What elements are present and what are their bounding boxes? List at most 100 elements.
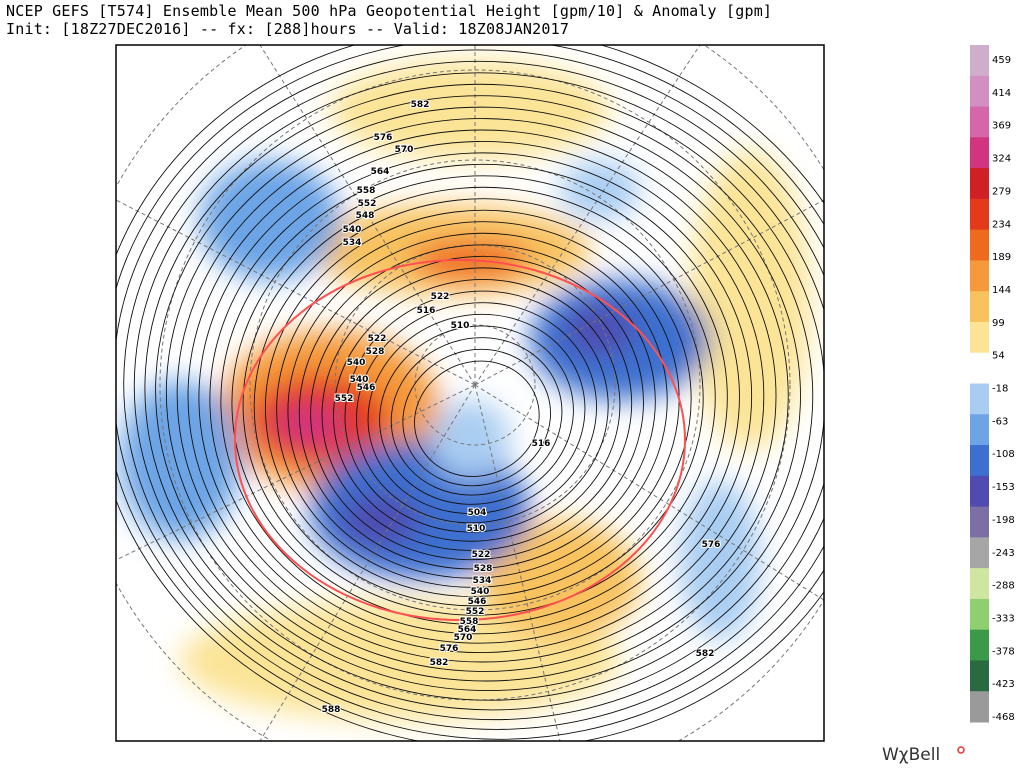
contour-label: 522: [472, 550, 491, 560]
colorbar-swatch: [970, 75, 989, 108]
colorbar-label: 144: [992, 285, 1011, 296]
contour-line: [276, 221, 680, 588]
colorbar-label: -288: [992, 581, 1015, 592]
contour-label: 552: [358, 199, 377, 209]
colorbar-swatch: [970, 168, 989, 200]
colorbar-label: -423: [992, 679, 1015, 690]
colorbar-swatch: [970, 137, 989, 169]
contour-line: [144, 83, 824, 701]
colorbar-label: -63: [992, 416, 1008, 427]
contour-line: [155, 95, 814, 692]
contour-label: 558: [460, 617, 479, 627]
map-subtitle: Init: [18Z27DEC2016] -- fx: [288]hours -…: [6, 20, 570, 38]
contour-line: [165, 106, 801, 682]
contour-label: 582: [696, 649, 715, 659]
contour-label: 548: [356, 211, 375, 221]
colorbar-swatch: [970, 352, 989, 384]
colorbar-swatch: [970, 629, 989, 661]
colorbar-label: -333: [992, 613, 1015, 624]
contour-line: [298, 244, 656, 570]
contour-label: 588: [322, 705, 341, 715]
contour-line: [264, 209, 692, 598]
height-contours: [116, 45, 824, 741]
contour-line: [287, 232, 668, 579]
colorbar-swatch: [970, 321, 989, 354]
colorbar-label: -198: [992, 515, 1015, 526]
colorbar-label: 99: [992, 318, 1005, 329]
contour-label: 540: [350, 375, 369, 385]
contour-line: [367, 313, 586, 515]
colorbar-label: -243: [992, 548, 1015, 559]
contour-label: 540: [471, 587, 490, 597]
colorbar-label: 189: [992, 252, 1011, 263]
contour-label: 522: [431, 292, 450, 302]
contour-label: 570: [395, 145, 414, 155]
contour-label: 534: [473, 576, 492, 586]
contour-label: 546: [357, 383, 376, 393]
colorbar-swatch: [970, 414, 989, 446]
contour-labels: 5825765705645585525485405345225165105225…: [321, 99, 722, 716]
contour-line: [333, 279, 621, 542]
contour-label: 534: [343, 238, 362, 248]
contour-label: 582: [411, 100, 430, 110]
colorbar-swatch: [970, 537, 989, 569]
colorbar-swatch: [970, 506, 989, 538]
contour-label: 582: [430, 658, 449, 668]
contour-label: 522: [368, 334, 387, 344]
contour-label: 546: [468, 597, 487, 607]
contour-label: 564: [458, 625, 477, 635]
colorbar-label: 324: [992, 154, 1011, 165]
contour-line: [176, 118, 789, 672]
contour-label: 552: [466, 607, 485, 617]
map-area: 5825765705645585525485405345225165105225…: [116, 45, 824, 741]
colorbar-label: 369: [992, 121, 1011, 132]
contour-label: 570: [454, 633, 473, 643]
colorbar-swatch: [970, 383, 989, 415]
anomaly-contour: [234, 259, 686, 621]
contour-line: [402, 348, 551, 487]
contour-label: 528: [366, 347, 385, 357]
contour-line: [253, 198, 704, 607]
colorbar-swatch: [970, 229, 989, 261]
colorbar-label: 459: [992, 55, 1011, 66]
contour-line: [220, 163, 740, 635]
contour-label: 576: [702, 540, 721, 550]
colorbar-label: 54: [992, 351, 1005, 362]
colorbar-swatch: [970, 660, 989, 692]
colorbar-label: -378: [992, 646, 1015, 657]
contour-label: 510: [451, 321, 470, 331]
contour-label: 540: [343, 225, 362, 235]
map-frame: [115, 44, 825, 742]
contour-line: [198, 140, 765, 654]
colorbar-swatch: [970, 691, 989, 723]
contour-line: [344, 290, 609, 533]
colorbar-swatch: [970, 260, 989, 292]
colorbar-swatch: [970, 598, 989, 631]
contour-line: [187, 129, 777, 663]
contour-line: [209, 152, 753, 644]
colorbar-label: -18: [992, 384, 1008, 395]
contour-label: 516: [532, 439, 551, 449]
colorbar-label: 234: [992, 219, 1011, 230]
contour-label: 516: [417, 306, 436, 316]
colorbar-swatch: [970, 568, 989, 600]
contour-line: [242, 186, 716, 616]
contour-label: 576: [440, 644, 459, 654]
contour-line: [133, 72, 824, 711]
contour-line: [356, 302, 597, 524]
map-title: NCEP GEFS [T574] Ensemble Mean 500 hPa G…: [6, 2, 773, 20]
colorbar-swatch: [970, 198, 989, 231]
contour-line: [321, 267, 633, 551]
contour-line: [379, 325, 574, 505]
contour-label: 510: [467, 524, 486, 534]
colorbar: 459 414 369 324 279 234 189 144 99 54 -18 -63 -108 -1…: [970, 45, 1015, 723]
contour-line: [414, 360, 540, 477]
contour-label: 540: [347, 358, 366, 368]
contour-line: [231, 175, 728, 625]
contour-line: [123, 60, 824, 721]
colorbar-swatch: [970, 445, 989, 477]
colorbar-label: -108: [992, 449, 1015, 460]
contour-line: [116, 45, 824, 740]
